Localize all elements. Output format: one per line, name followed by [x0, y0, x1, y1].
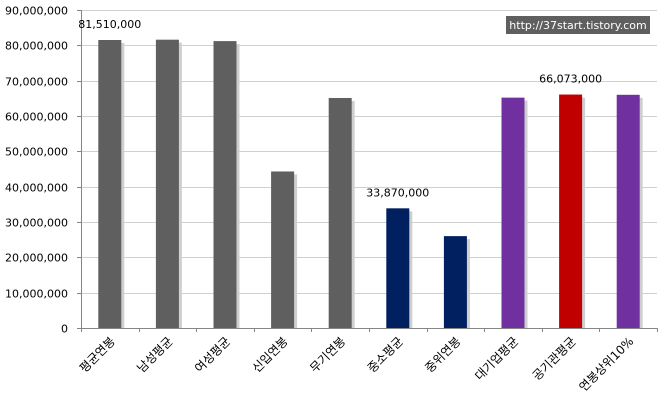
y-tick-label: 20,000,000	[5, 252, 68, 265]
watermark: http://37start.tistory.com	[506, 16, 650, 34]
bar	[213, 41, 237, 329]
watermark-text: http://37start.tistory.com	[509, 19, 646, 32]
x-tick-label: 중위연봉	[422, 334, 463, 375]
bar	[559, 94, 583, 328]
bar	[328, 97, 352, 328]
y-tick-label: 80,000,000	[5, 40, 68, 53]
bar	[155, 39, 179, 329]
bar	[443, 236, 467, 328]
x-tick-label: 중소평균	[365, 334, 406, 375]
watermark-background	[506, 16, 650, 34]
x-tick-label: 대기업평균	[472, 334, 521, 383]
x-axis-category-labels: 평균연봉 남성평균 여성평균 신입연봉 무기연봉 중소평균 중위연봉 대기업평균 공기관평균연봉…	[77, 328, 658, 394]
y-tick-label: 40,000,000	[5, 182, 68, 195]
y-tick-label: 10,000,000	[5, 288, 68, 301]
data-label: 33,870,000	[366, 186, 429, 199]
y-tick-label: 0	[61, 323, 68, 336]
x-tick-label: 신입연봉	[250, 334, 291, 375]
x-tick-label: 여성평균	[192, 334, 233, 375]
bar-series	[98, 39, 643, 329]
x-tick-label: 공기관평균	[530, 334, 579, 383]
y-tick-label: 70,000,000	[5, 76, 68, 89]
bar	[98, 39, 122, 329]
bar	[616, 94, 640, 328]
data-labels: 81,510,000 33,870,000 66,073,000	[78, 18, 602, 199]
x-tick-label: 평균연봉	[77, 334, 118, 375]
y-tick-label: 60,000,000	[5, 111, 68, 124]
y-tick-label: 30,000,000	[5, 217, 68, 230]
y-tick-label: 90,000,000	[5, 5, 68, 18]
data-label: 81,510,000	[78, 18, 141, 31]
x-tick-label: 무기연봉	[307, 334, 348, 375]
x-tick-label: 연봉상위10%	[576, 334, 636, 394]
data-label: 66,073,000	[539, 73, 602, 86]
y-axis-ticks: 0 10,000,000 20,000,000 30,000,000 40,000,00…	[5, 5, 81, 336]
bar	[271, 171, 295, 328]
bar	[386, 208, 410, 328]
y-tick-label: 50,000,000	[5, 146, 68, 159]
bar	[501, 97, 525, 328]
x-tick-label: 남성평균	[134, 334, 175, 375]
